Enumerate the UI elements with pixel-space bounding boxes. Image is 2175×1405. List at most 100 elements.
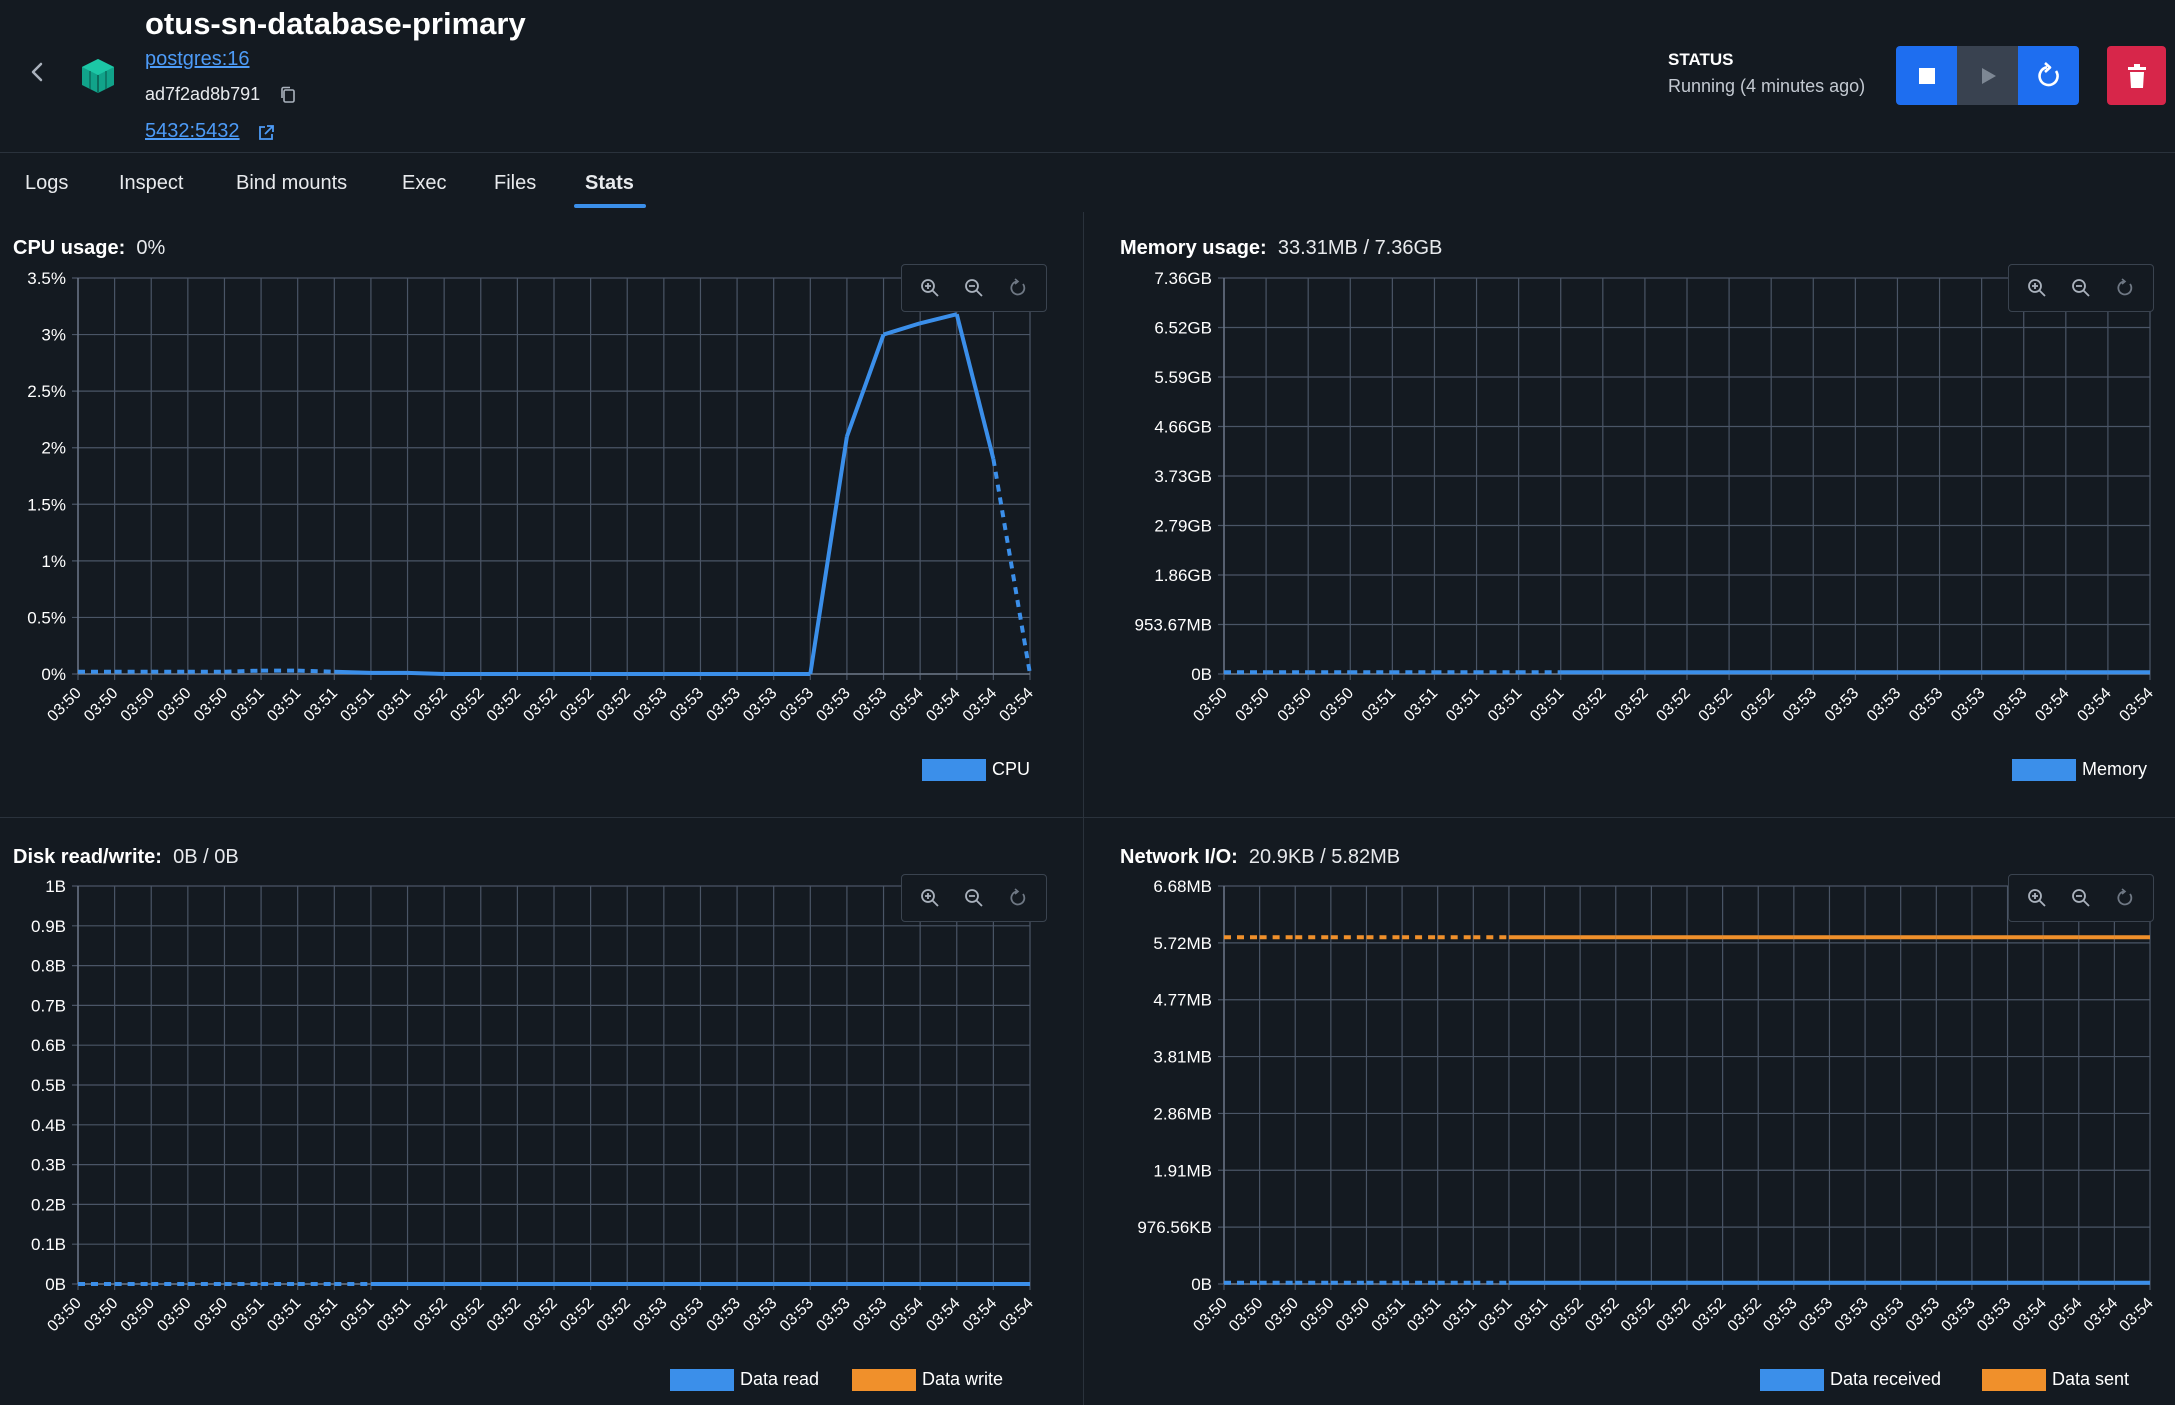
y-tick-label: 0.5%	[27, 608, 66, 627]
x-tick-label: 03:53	[1974, 1295, 2014, 1335]
x-tick-label: 03:53	[1832, 1295, 1872, 1335]
y-tick-label: 0.8B	[31, 957, 66, 976]
y-tick-label: 3.73GB	[1154, 467, 1212, 486]
y-tick-label: 4.77MB	[1153, 991, 1212, 1010]
x-tick-label: 03:54	[2081, 1295, 2121, 1335]
x-tick-label: 03:50	[1233, 685, 1273, 725]
x-tick-label: 03:52	[447, 685, 487, 725]
x-tick-label: 03:54	[887, 1295, 927, 1335]
legend-swatch	[922, 759, 986, 781]
zoom-out-icon[interactable]	[961, 885, 987, 911]
y-tick-label: 0B	[1191, 665, 1212, 684]
x-tick-label: 03:51	[301, 1295, 341, 1335]
x-tick-label: 03:54	[996, 685, 1036, 725]
x-tick-label: 03:53	[813, 685, 853, 725]
reset-zoom-icon[interactable]	[2112, 885, 2138, 911]
x-tick-label: 03:50	[1262, 1295, 1302, 1335]
legend-label: Data write	[922, 1369, 1003, 1389]
y-tick-label: 4.66GB	[1154, 418, 1212, 437]
y-tick-label: 5.59GB	[1154, 368, 1212, 387]
tab-exec[interactable]: Exec	[402, 172, 447, 194]
tab-logs[interactable]: Logs	[25, 172, 69, 194]
x-tick-label: 03:51	[1475, 1295, 1515, 1335]
copy-icon[interactable]	[280, 86, 296, 104]
back-arrow-icon[interactable]	[26, 60, 50, 84]
y-tick-label: 3%	[41, 326, 66, 345]
x-tick-label: 03:52	[411, 685, 451, 725]
restart-button[interactable]	[2018, 46, 2079, 105]
zoom-out-icon[interactable]	[961, 275, 987, 301]
memory-chart-title: Memory usage: 33.31MB / 7.36GB	[1120, 237, 1443, 259]
tab-inspect[interactable]: Inspect	[119, 172, 184, 194]
legend-swatch	[852, 1369, 916, 1391]
reset-zoom-icon[interactable]	[1005, 275, 1031, 301]
network-chart-title: Network I/O: 20.9KB / 5.82MB	[1120, 846, 1401, 868]
external-link-icon[interactable]	[257, 124, 275, 142]
port-link[interactable]: 5432:5432	[145, 120, 240, 142]
stop-button[interactable]	[1896, 46, 1957, 105]
y-tick-label: 2%	[41, 439, 66, 458]
x-tick-label: 03:53	[1822, 685, 1862, 725]
x-tick-label: 03:53	[850, 685, 890, 725]
x-tick-label: 03:52	[484, 685, 524, 725]
x-tick-label: 03:50	[1190, 1295, 1230, 1335]
x-tick-label: 03:53	[630, 685, 670, 725]
x-tick-label: 03:53	[1948, 685, 1988, 725]
zoom-in-icon[interactable]	[2024, 885, 2050, 911]
series-line-cpu	[224, 668, 262, 674]
x-tick-label: 03:54	[2116, 1295, 2156, 1335]
series-line-cpu	[407, 670, 445, 676]
y-tick-label: 1.5%	[27, 495, 66, 514]
zoom-in-icon[interactable]	[2024, 275, 2050, 301]
series-line-cpu	[334, 669, 371, 675]
y-tick-label: 0B	[45, 1275, 66, 1294]
x-tick-label: 03:53	[1780, 685, 1820, 725]
x-tick-label: 03:51	[1359, 685, 1399, 725]
x-tick-label: 03:52	[447, 1295, 487, 1335]
disk-chart: 1B 0.9B 0.8B 0.7B 0.6B 0.5B 0.4B 0.3B 0.2B 0.1B 0B…	[31, 877, 1037, 1391]
y-tick-label: 6.52GB	[1154, 319, 1212, 338]
x-tick-label: 03:51	[374, 685, 414, 725]
series-line-cpu	[954, 313, 996, 460]
status-value: Running (4 minutes ago)	[1668, 76, 1866, 96]
zoom-out-icon[interactable]	[2068, 885, 2094, 911]
image-link[interactable]: postgres:16	[145, 48, 250, 70]
container-name: otus-sn-database-primary	[145, 6, 526, 41]
y-tick-label: 0.7B	[31, 996, 66, 1015]
tab-stats[interactable]: Stats	[585, 172, 634, 194]
cpu-zoom-controls	[901, 264, 1047, 312]
tab-files[interactable]: Files	[494, 172, 537, 194]
memory-chart: 7.36GB 6.52GB 5.59GB 4.66GB 3.73GB 2.79GB 1.86…	[1135, 269, 2157, 781]
panel-divider-vertical	[1083, 212, 1084, 1405]
reset-zoom-icon[interactable]	[1005, 885, 1031, 911]
memory-zoom-controls	[2008, 264, 2154, 312]
start-button[interactable]	[1957, 46, 2018, 105]
x-tick-label: 03:50	[118, 1295, 158, 1335]
x-tick-label: 03:50	[191, 1295, 231, 1335]
reset-zoom-icon[interactable]	[2112, 275, 2138, 301]
y-tick-label: 3.81MB	[1153, 1048, 1212, 1067]
active-tab-indicator	[574, 204, 646, 208]
x-tick-label: 03:51	[228, 1295, 268, 1335]
delete-button[interactable]	[2107, 46, 2166, 105]
x-tick-label: 03:52	[520, 1295, 560, 1335]
x-tick-label: 03:52	[1689, 1295, 1729, 1335]
container-actions	[1896, 46, 2079, 105]
legend-swatch	[1760, 1369, 1824, 1391]
zoom-out-icon[interactable]	[2068, 275, 2094, 301]
x-tick-label: 03:50	[1275, 685, 1315, 725]
x-tick-label: 03:54	[960, 685, 1000, 725]
zoom-in-icon[interactable]	[917, 885, 943, 911]
x-tick-label: 03:52	[411, 1295, 451, 1335]
tab-bind-mounts[interactable]: Bind mounts	[236, 172, 348, 194]
legend-label: Memory	[2082, 759, 2147, 779]
x-tick-label: 03:52	[1653, 685, 1693, 725]
y-tick-label: 1.91MB	[1153, 1161, 1212, 1180]
legend-swatch	[1982, 1369, 2046, 1391]
disk-chart-title: Disk read/write: 0B / 0B	[13, 846, 239, 868]
network-chart: 6.68MB 5.72MB 4.77MB 3.81MB 2.86MB 1.91MB 976.…	[1137, 877, 2157, 1391]
cpu-chart: 3.5%3%2.5%2%1.5%1%0.5%0%03:5003:5003:500…	[27, 269, 1037, 781]
stop-icon	[1918, 67, 1935, 84]
restart-icon	[2037, 61, 2059, 86]
zoom-in-icon[interactable]	[917, 275, 943, 301]
